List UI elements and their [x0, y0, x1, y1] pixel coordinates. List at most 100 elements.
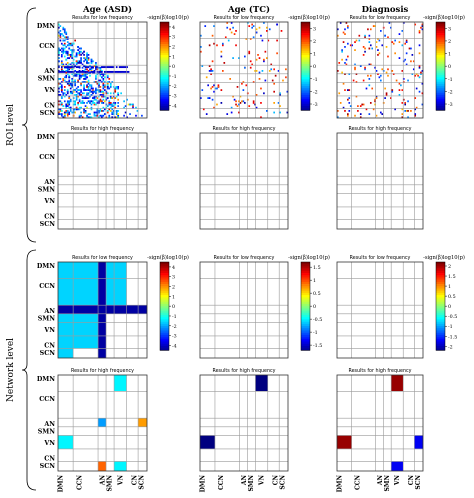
colorbar-step — [160, 303, 169, 307]
colorbar-step — [301, 277, 310, 280]
heatmap-cell — [348, 97, 351, 99]
heatmap-cell — [101, 76, 103, 79]
heatmap-cell — [410, 47, 412, 50]
heatmap-cell — [95, 81, 97, 83]
heatmap-cell — [87, 70, 90, 72]
heatmap-cell — [66, 70, 69, 72]
heatmap-cell — [103, 100, 106, 103]
heatmap-cell — [258, 71, 261, 74]
heatmap-cell — [96, 110, 99, 112]
heatmap-cell — [87, 82, 90, 85]
heatmap-cell — [81, 102, 84, 104]
heatmap-cell — [361, 103, 363, 106]
heatmap-cell — [84, 78, 87, 80]
heatmap-cell — [404, 42, 406, 45]
heatmap-cell — [65, 105, 68, 107]
heatmap-cell — [69, 82, 72, 85]
heatmap-cell — [87, 87, 90, 90]
heatmap-cell — [395, 79, 398, 82]
heatmap-cell — [77, 52, 79, 55]
heatmap-cell — [377, 49, 379, 51]
heatmap-cell — [112, 92, 115, 95]
heatmap-cell — [78, 52, 81, 55]
heatmap-cell — [84, 58, 87, 61]
heatmap-cell — [71, 54, 74, 56]
heatmap-cell — [402, 60, 405, 63]
heatmap-cell — [62, 49, 65, 51]
heatmap-cell — [74, 102, 76, 104]
colorbar-step — [436, 66, 445, 69]
heatmap-cell — [60, 63, 63, 66]
heatmap-cell — [364, 66, 366, 69]
heatmap-cell — [99, 94, 102, 96]
colorbar-step — [436, 35, 445, 38]
heatmap-cell — [63, 55, 66, 58]
heatmap-cell — [245, 84, 248, 87]
heatmap-cell — [65, 110, 68, 112]
heatmap-cell — [364, 68, 366, 71]
colorbar-step — [301, 275, 310, 278]
heatmap-cell — [71, 57, 74, 59]
heatmap-cell — [69, 70, 72, 73]
heatmap-cell — [106, 97, 109, 99]
heatmap-cell — [90, 70, 93, 72]
heatmap-cell — [394, 39, 396, 42]
heatmap-cell — [96, 66, 99, 69]
heatmap-cell — [254, 70, 256, 72]
heatmap-cell — [89, 74, 91, 77]
colorbar-step — [160, 299, 169, 303]
heatmap-cell — [126, 66, 128, 69]
heatmap-cell — [83, 86, 85, 88]
colorbar-tick-label: -2 — [448, 89, 453, 95]
colorbar-tick-label: 1.5 — [448, 274, 456, 280]
heatmap-cell — [96, 111, 99, 114]
heatmap-cell — [235, 44, 237, 47]
colorbar-step — [160, 61, 169, 65]
colorbar-step — [436, 297, 445, 300]
heatmap-cell — [62, 34, 65, 37]
colorbar-step — [160, 277, 169, 280]
heatmap-cell — [96, 81, 99, 83]
heatmap-cell — [65, 111, 68, 114]
heatmap-cell — [62, 116, 65, 119]
heatmap-cell — [96, 114, 99, 117]
heatmap-cell — [83, 81, 85, 83]
heatmap-cell — [401, 89, 404, 91]
colorbar-step — [301, 334, 310, 338]
colorbar-step — [301, 50, 310, 54]
heatmap-cell — [347, 26, 349, 29]
heatmap-cell — [369, 102, 372, 104]
heatmap-cell — [72, 50, 75, 53]
heatmap-cell — [60, 70, 63, 73]
heatmap-cell — [205, 76, 208, 79]
heatmap-cell — [62, 78, 65, 80]
heatmap-cell — [371, 87, 374, 90]
colorbar-tick-label: -3 — [172, 94, 177, 100]
colorbar-step — [160, 319, 169, 322]
colorbar-step — [160, 312, 169, 316]
colorbar-step — [160, 26, 169, 29]
heatmap-cell — [417, 74, 419, 77]
colorbar-step — [436, 28, 445, 32]
heatmap-cell — [261, 70, 264, 72]
heatmap-cell — [72, 97, 75, 99]
heatmap-cell — [201, 65, 204, 67]
heatmap-cell — [81, 100, 84, 103]
col-label: VN — [394, 474, 401, 486]
heatmap-cell — [208, 65, 211, 67]
colorbar-step — [436, 39, 445, 43]
heatmap-cell — [80, 76, 82, 79]
heatmap-cell — [59, 103, 62, 106]
heatmap-cell — [63, 86, 66, 88]
colorbar-step — [436, 24, 445, 27]
heatmap-cell — [74, 89, 76, 91]
colorbar-step — [160, 50, 169, 54]
heatmap-cell — [83, 89, 85, 91]
heatmap-cell — [98, 335, 107, 349]
heatmap-cell — [95, 111, 97, 114]
heatmap-cell — [78, 47, 81, 50]
heatmap-cell — [60, 86, 63, 88]
heatmap-cell — [103, 113, 106, 115]
heatmap-cell — [58, 60, 60, 63]
colorbar-tick-label: 3 — [172, 35, 175, 41]
